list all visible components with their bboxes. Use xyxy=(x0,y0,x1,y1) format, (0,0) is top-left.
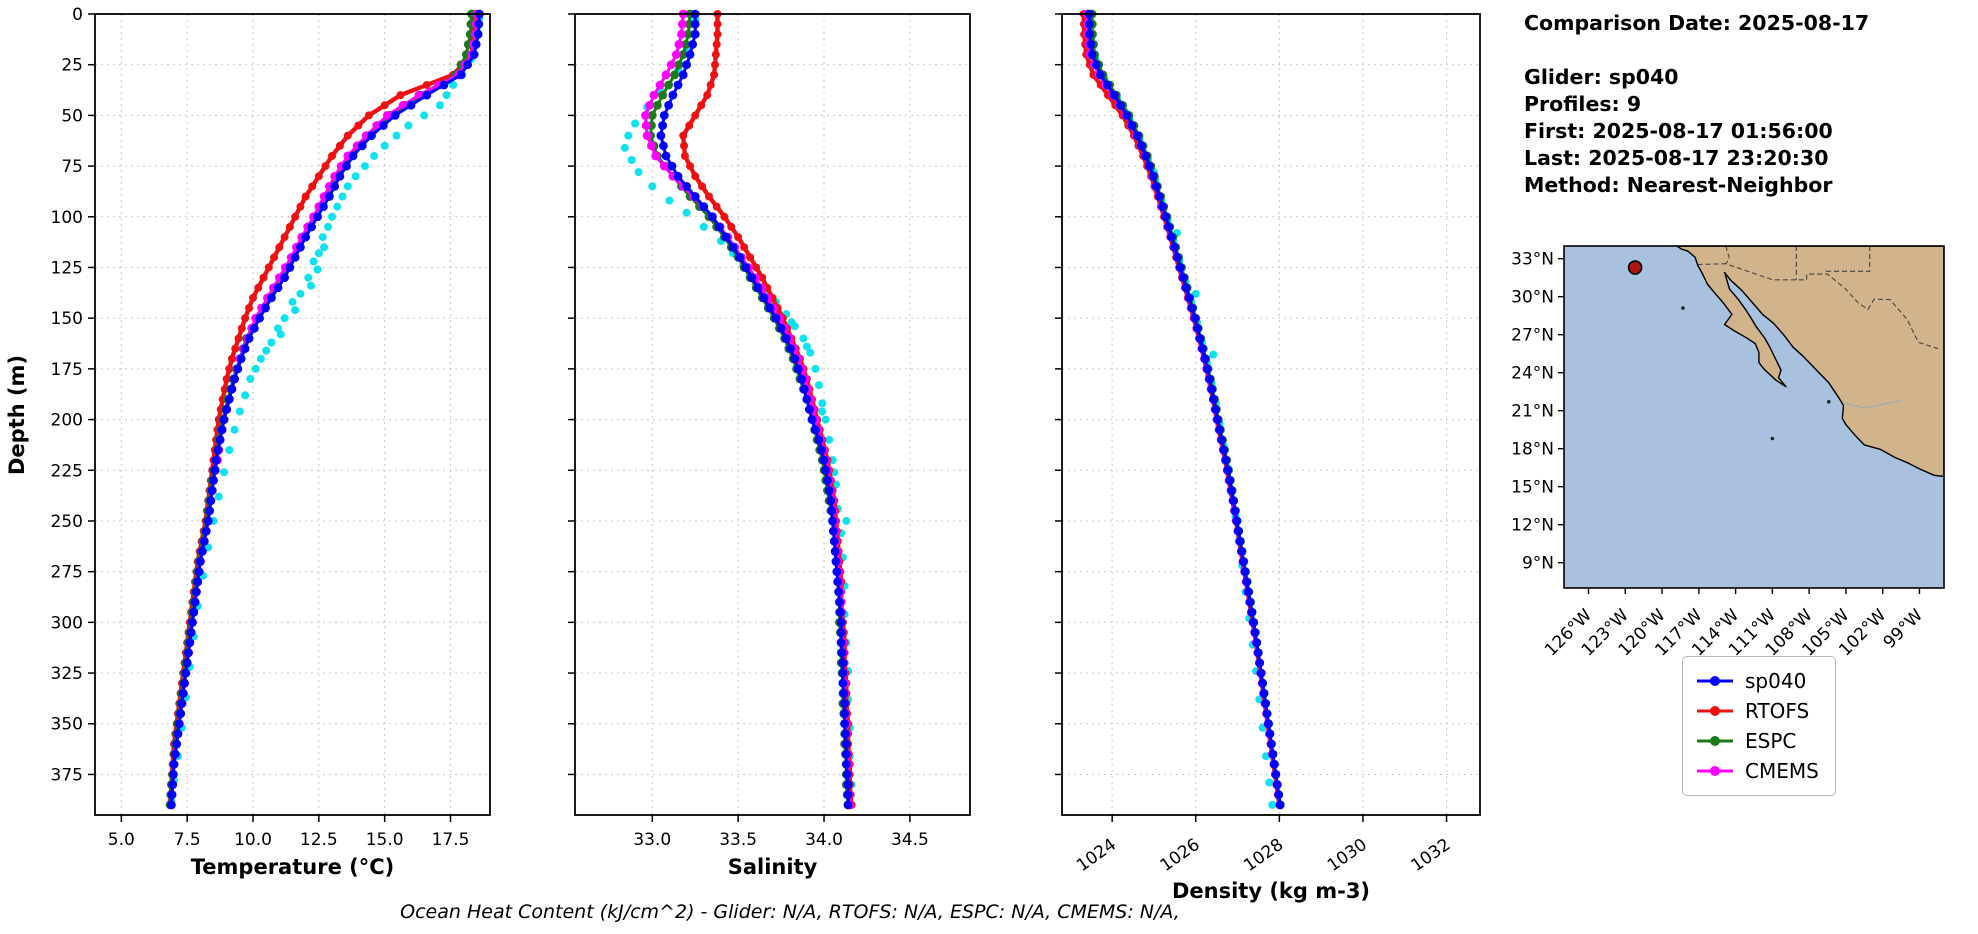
svg-text:33°N: 33°N xyxy=(1511,250,1554,270)
info-panel: Comparison Date: 2025-08-17 Glider: sp040… xyxy=(1524,10,1964,199)
axis-ticks: 5.0 7.5 10.0 12.5 15.0 17.5 0 25 50 75 100 125 150 17… xyxy=(51,5,470,850)
density-xlabel: Density (kg m-3) xyxy=(1172,879,1370,903)
espc-line-marker-icon xyxy=(1697,736,1733,746)
grid xyxy=(1062,13,1480,815)
svg-text:200: 200 xyxy=(51,411,83,431)
density-glider-raw-profiles-scatter xyxy=(1085,16,1277,809)
legend-item-sp040: sp040 xyxy=(1695,666,1819,696)
info-line-6: Method: Nearest-Neighbor xyxy=(1524,173,1833,197)
legend-label: sp040 xyxy=(1745,669,1807,693)
density-series-sp040 xyxy=(1084,9,1285,810)
svg-text:7.5: 7.5 xyxy=(174,830,201,850)
svg-text:1028: 1028 xyxy=(1240,835,1287,876)
svg-text:27°N: 27°N xyxy=(1511,326,1554,346)
svg-text:100: 100 xyxy=(51,208,83,228)
svg-text:12.5: 12.5 xyxy=(300,830,338,850)
svg-text:325: 325 xyxy=(51,664,83,684)
legend-label: ESPC xyxy=(1745,729,1797,753)
salinity-xlabel: Salinity xyxy=(728,855,818,879)
svg-text:34.0: 34.0 xyxy=(805,830,843,850)
svg-text:1032: 1032 xyxy=(1408,835,1455,876)
legend-label: RTOFS xyxy=(1745,699,1810,723)
svg-text:34.5: 34.5 xyxy=(891,830,929,850)
axes-frame xyxy=(94,13,491,816)
axes-frame xyxy=(1061,13,1481,816)
info-line-4: First: 2025-08-17 01:56:00 xyxy=(1524,119,1833,143)
temperature-glider-raw-profiles-scatter xyxy=(167,14,484,805)
svg-text:0: 0 xyxy=(72,5,83,25)
salinity-series-RTOFS xyxy=(679,10,856,809)
temperature-series-CMEMS xyxy=(166,9,482,810)
salinity-series-sp040 xyxy=(656,9,853,810)
svg-text:5.0: 5.0 xyxy=(108,830,135,850)
axis-ticks: 33.0 33.5 34.0 34.5 xyxy=(568,13,929,850)
svg-text:21°N: 21°N xyxy=(1511,402,1554,422)
svg-text:1024: 1024 xyxy=(1073,835,1120,876)
info-line-3: Profiles: 9 xyxy=(1524,92,1642,116)
svg-text:17.5: 17.5 xyxy=(432,830,470,850)
glider-position-marker xyxy=(1627,260,1643,275)
svg-text:15.0: 15.0 xyxy=(366,830,404,850)
legend-item-rtofs: RTOFS xyxy=(1695,696,1819,726)
grid xyxy=(575,13,970,815)
svg-text:150: 150 xyxy=(51,309,83,329)
map-land xyxy=(1676,246,1944,478)
rtofs-line-marker-icon xyxy=(1697,706,1733,716)
temperature-series-ESPC xyxy=(165,9,476,810)
info-line-1 xyxy=(1524,37,1964,64)
svg-text:350: 350 xyxy=(51,715,83,735)
svg-text:99°W: 99°W xyxy=(1880,605,1927,652)
salinity-chart: 33.0 33.5 34.0 34.5 Salinity xyxy=(568,9,971,879)
svg-text:15°N: 15°N xyxy=(1511,478,1554,498)
sp040-line-marker-icon xyxy=(1697,676,1733,686)
svg-text:75: 75 xyxy=(61,157,83,177)
temperature-xlabel: Temperature (°C) xyxy=(191,855,394,879)
temperature-series-RTOFS xyxy=(166,10,479,809)
density-series-RTOFS xyxy=(1079,10,1284,809)
svg-text:10.0: 10.0 xyxy=(234,830,272,850)
svg-text:33.5: 33.5 xyxy=(719,830,757,850)
svg-text:1030: 1030 xyxy=(1324,835,1371,876)
legend-item-espc: ESPC xyxy=(1695,726,1819,756)
density-series-CMEMS xyxy=(1082,9,1285,810)
legend-item-cmems: CMEMS xyxy=(1695,756,1819,786)
svg-text:125: 125 xyxy=(51,258,83,278)
info-line-2: Glider: sp040 xyxy=(1524,65,1679,89)
temperature-chart: 5.0 7.5 10.0 12.5 15.0 17.5 0 25 50 75 100 125 150 17… xyxy=(51,5,491,879)
location-map: 33°N30°N27°N24°N21°N18°N15°N12°N9°N126°W… xyxy=(1511,245,1945,660)
svg-text:30°N: 30°N xyxy=(1511,288,1554,308)
density-series-ESPC xyxy=(1087,9,1285,810)
axes-frame xyxy=(574,13,971,816)
svg-text:275: 275 xyxy=(51,563,83,583)
svg-text:1026: 1026 xyxy=(1157,835,1204,876)
svg-text:250: 250 xyxy=(51,512,83,532)
info-line-0: Comparison Date: 2025-08-17 xyxy=(1524,11,1870,35)
svg-text:300: 300 xyxy=(51,613,83,633)
axis-ticks: 1024 1026 1028 1030 1032 xyxy=(1055,13,1455,876)
grid xyxy=(95,13,490,815)
svg-text:225: 225 xyxy=(51,461,83,481)
info-line-5: Last: 2025-08-17 23:20:30 xyxy=(1524,146,1829,170)
depth-ylabel: Depth (m) xyxy=(5,355,29,475)
temperature-series-sp040 xyxy=(166,9,484,810)
legend: sp040 RTOFS ESPC CMEMS xyxy=(1682,656,1836,796)
svg-text:50: 50 xyxy=(61,106,83,126)
svg-text:9°N: 9°N xyxy=(1522,554,1554,574)
svg-text:25: 25 xyxy=(61,56,83,76)
map-frame xyxy=(1563,245,1945,589)
svg-text:18°N: 18°N xyxy=(1511,440,1554,460)
density-chart: 1024 1026 1028 1030 1032 Density (kg m-3) xyxy=(1055,9,1481,903)
cmems-line-marker-icon xyxy=(1697,766,1733,776)
svg-text:175: 175 xyxy=(51,360,83,380)
ocean-heat-content-caption: Ocean Heat Content (kJ/cm^2) - Glider: N… xyxy=(400,901,1180,923)
legend-label: CMEMS xyxy=(1745,759,1819,783)
svg-text:12°N: 12°N xyxy=(1511,516,1554,536)
svg-text:24°N: 24°N xyxy=(1511,364,1554,384)
svg-text:33.0: 33.0 xyxy=(633,830,671,850)
svg-text:375: 375 xyxy=(51,765,83,785)
